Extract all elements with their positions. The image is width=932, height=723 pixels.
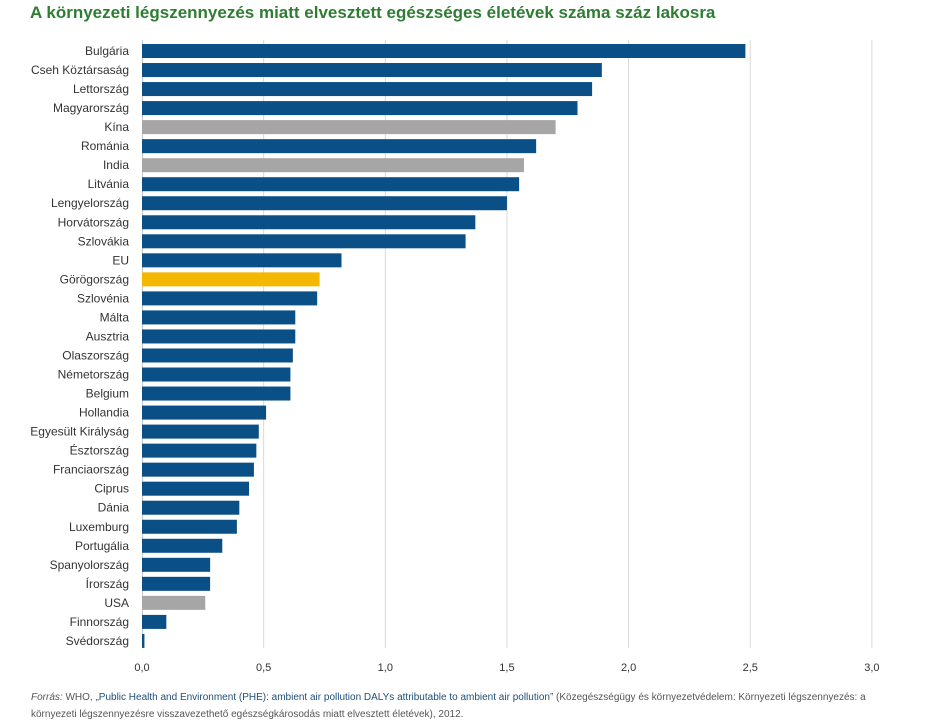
category-label: USA — [104, 596, 129, 610]
category-label: Olaszország — [62, 348, 129, 362]
bar — [142, 44, 746, 58]
category-label: Cseh Köztársaság — [31, 63, 129, 77]
bar — [142, 253, 342, 268]
chart-title: A környezeti légszennyezés miatt elveszt… — [30, 3, 716, 22]
category-label: Írország — [86, 576, 129, 591]
source-note: Forrás: WHO, „Public Health and Environm… — [31, 689, 911, 723]
bar — [142, 576, 211, 591]
category-label: Görögország — [60, 272, 129, 286]
bar — [142, 177, 520, 192]
category-label: Egyesült Királyság — [30, 425, 129, 439]
bar — [142, 120, 556, 135]
category-label: Kína — [104, 120, 129, 134]
category-label: Málta — [100, 310, 130, 324]
bar — [142, 82, 593, 97]
category-label: Portugália — [75, 539, 129, 553]
bar — [142, 519, 237, 534]
category-label: Németország — [58, 368, 129, 382]
bar — [142, 424, 259, 439]
category-label: Lettország — [73, 82, 129, 96]
category-label: Bulgária — [85, 44, 129, 58]
category-label: Szlovénia — [77, 291, 129, 305]
source-label: Forrás: — [31, 692, 63, 703]
category-label: Hollandia — [79, 406, 129, 420]
bar — [142, 158, 524, 173]
category-label: India — [103, 158, 129, 172]
bar — [142, 405, 267, 420]
category-label: Szlovákia — [78, 234, 130, 248]
source-suffix: ” (Közegészségügy és környezetvédelem: K… — [31, 692, 866, 720]
category-label: Svédország — [66, 634, 129, 648]
bar-chart: Bulgária Cseh Köztársaság Lettország Magyar… — [30, 40, 880, 674]
category-label: Románia — [81, 139, 129, 153]
x-tick-label: 2,5 — [743, 662, 758, 674]
bar — [142, 500, 240, 515]
category-label: Ciprus — [94, 482, 129, 496]
bar — [142, 367, 291, 382]
category-label: Horvátország — [58, 215, 129, 229]
category-label: Magyarország — [53, 101, 129, 115]
x-tick-label: 0,0 — [134, 662, 149, 674]
bar — [142, 348, 293, 363]
source-link[interactable]: Public Health and Environment (PHE): amb… — [98, 692, 550, 703]
category-label: Dánia — [98, 501, 130, 515]
category-label: Belgium — [86, 387, 129, 401]
bar — [142, 272, 320, 287]
x-tick-label: 1,0 — [378, 662, 393, 674]
bars — [142, 44, 746, 648]
category-label: Spanyolország — [50, 558, 129, 572]
source-prefix: WHO, „ — [62, 692, 99, 703]
category-label: Észtország — [70, 443, 129, 458]
category-label: Litvánia — [88, 177, 130, 191]
x-tick-label: 0,5 — [256, 662, 271, 674]
bar — [142, 63, 602, 78]
bar — [142, 310, 296, 325]
bar — [142, 196, 507, 211]
x-axis-tick-labels: 0,0 0,5 1,0 1,5 2,0 2,5 3,0 — [134, 662, 879, 674]
bar — [142, 386, 291, 401]
x-tick-label: 2,0 — [621, 662, 636, 674]
bar — [142, 538, 223, 553]
x-tick-label: 1,5 — [499, 662, 514, 674]
bar — [142, 215, 476, 230]
category-label: Lengyelország — [51, 196, 129, 210]
bar — [142, 101, 578, 116]
bar — [142, 234, 466, 249]
bar — [142, 557, 211, 572]
x-tick-label: 3,0 — [864, 662, 879, 674]
category-label: EU — [112, 253, 129, 267]
category-labels: Bulgária Cseh Köztársaság Lettország Magyar… — [30, 44, 129, 648]
bar — [142, 595, 206, 610]
bar — [142, 443, 257, 458]
bar — [142, 633, 145, 648]
bar — [142, 329, 296, 344]
category-label: Franciaország — [53, 463, 129, 477]
category-label: Finnország — [70, 615, 129, 629]
category-label: Ausztria — [86, 329, 130, 343]
bar — [142, 462, 254, 477]
category-label: Luxemburg — [69, 520, 129, 534]
bar — [142, 481, 250, 496]
bar — [142, 139, 537, 154]
bar — [142, 291, 318, 306]
bar — [142, 614, 167, 629]
